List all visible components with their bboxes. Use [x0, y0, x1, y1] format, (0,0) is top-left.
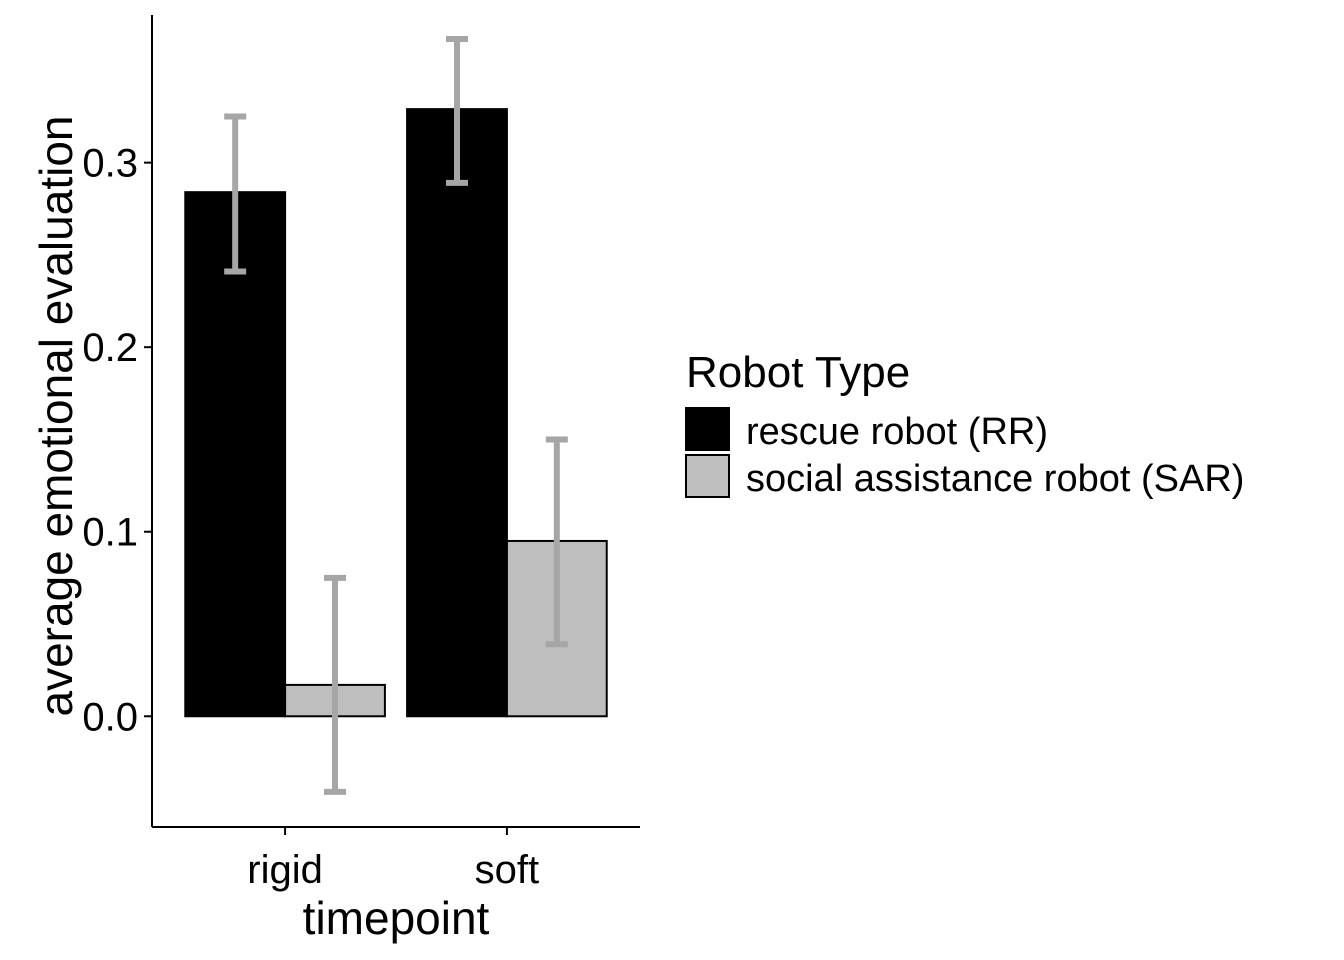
x-ticks: rigid soft	[247, 827, 539, 892]
plot-area	[184, 35, 608, 795]
error-bar-rigid-series-0	[224, 113, 247, 275]
x-tick-label: soft	[475, 848, 539, 892]
bar-soft-series-0	[406, 108, 508, 718]
error-bar-soft-series-1	[545, 436, 568, 648]
y-tick-label: 0.3	[82, 142, 138, 186]
legend-label-0: rescue robot (RR)	[746, 411, 1048, 453]
x-tick-label: rigid	[247, 848, 323, 892]
x-axis-title: timepoint	[303, 892, 490, 944]
y-ticks: 0.0 0.1 0.2 0.3	[82, 142, 152, 739]
y-tick-label: 0.1	[82, 511, 138, 555]
error-bar-soft-series-0	[446, 35, 468, 186]
bar-rigid-series-0	[184, 191, 287, 718]
legend-title: Robot Type	[686, 348, 910, 397]
error-bar-rigid-series-1	[324, 574, 346, 795]
y-tick-label: 0.2	[82, 326, 138, 370]
legend-key-1	[685, 454, 730, 498]
y-axis-title: average emotional evaluation	[30, 116, 82, 717]
legend-label-1: social assistance robot (SAR)	[746, 458, 1244, 500]
legend: Robot Type rescue robot (RR) social assis…	[685, 348, 1244, 500]
y-tick-label: 0.0	[82, 695, 138, 739]
legend-key-0	[685, 407, 730, 451]
